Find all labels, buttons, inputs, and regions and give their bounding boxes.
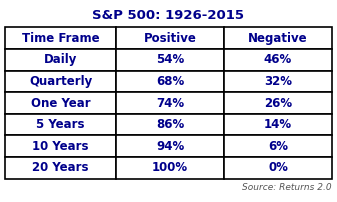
Text: Time Frame: Time Frame bbox=[22, 32, 99, 45]
Text: S&P 500: 1926-2015: S&P 500: 1926-2015 bbox=[92, 9, 245, 22]
Bar bbox=[116, 27, 224, 49]
Text: One Year: One Year bbox=[31, 97, 90, 109]
Text: Daily: Daily bbox=[44, 53, 77, 66]
Text: 94%: 94% bbox=[156, 140, 184, 153]
Bar bbox=[116, 49, 224, 70]
Text: Negative: Negative bbox=[248, 32, 308, 45]
Bar bbox=[5, 136, 116, 157]
Text: Source: Returns 2.0: Source: Returns 2.0 bbox=[242, 183, 332, 192]
Text: 46%: 46% bbox=[264, 53, 292, 66]
Bar bbox=[224, 136, 332, 157]
Bar bbox=[5, 157, 116, 179]
Text: 74%: 74% bbox=[156, 97, 184, 109]
Bar bbox=[5, 27, 116, 49]
Bar bbox=[5, 114, 116, 136]
Bar bbox=[224, 92, 332, 114]
Bar bbox=[5, 49, 116, 70]
Text: 10 Years: 10 Years bbox=[32, 140, 89, 153]
Text: Quarterly: Quarterly bbox=[29, 75, 92, 88]
Bar bbox=[116, 70, 224, 92]
Text: 68%: 68% bbox=[156, 75, 184, 88]
Text: 86%: 86% bbox=[156, 118, 184, 131]
Bar bbox=[224, 70, 332, 92]
Text: 26%: 26% bbox=[264, 97, 292, 109]
Bar bbox=[116, 114, 224, 136]
Bar bbox=[116, 157, 224, 179]
Bar bbox=[224, 157, 332, 179]
Text: 5 Years: 5 Years bbox=[36, 118, 85, 131]
Bar bbox=[224, 114, 332, 136]
Bar bbox=[116, 92, 224, 114]
Text: 6%: 6% bbox=[268, 140, 288, 153]
Text: 20 Years: 20 Years bbox=[32, 161, 89, 175]
Bar bbox=[5, 92, 116, 114]
Text: 0%: 0% bbox=[268, 161, 288, 175]
Text: 54%: 54% bbox=[156, 53, 184, 66]
Bar bbox=[224, 49, 332, 70]
Bar bbox=[224, 27, 332, 49]
Text: 100%: 100% bbox=[152, 161, 188, 175]
Bar bbox=[116, 136, 224, 157]
Text: 32%: 32% bbox=[264, 75, 292, 88]
Text: 14%: 14% bbox=[264, 118, 292, 131]
Text: Positive: Positive bbox=[144, 32, 196, 45]
Bar bbox=[5, 70, 116, 92]
